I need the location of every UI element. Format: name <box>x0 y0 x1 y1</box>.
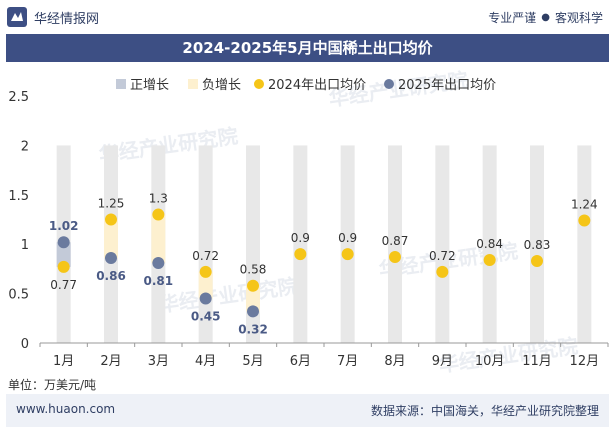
slogan: 专业严谨 ● 客观科学 <box>488 9 603 26</box>
y-tick-label: 0.5 <box>8 288 29 303</box>
point-2024 <box>436 265 449 278</box>
x-tick-label: 10月 <box>475 354 505 369</box>
data-label-2024: 0.77 <box>50 278 77 292</box>
slogan-left: 专业严谨 <box>488 11 537 25</box>
data-label-2024: 0.58 <box>240 263 267 277</box>
background-band <box>388 145 402 343</box>
x-tick-label: 3月 <box>148 354 169 369</box>
chart-title: 2024-2025年5月中国稀土出口均价 <box>6 34 609 62</box>
chart: 华经产业研究院华经产业研究院华经产业研究院华经产业研究院华经产业研究院正增长负增… <box>8 68 609 374</box>
point-2025 <box>57 236 70 249</box>
legend-label: 2025年出口均价 <box>398 78 496 93</box>
x-tick-label: 5月 <box>242 354 263 369</box>
legend-swatch <box>188 79 198 89</box>
background-band <box>435 145 450 343</box>
footer: www.huaon.com 数据来源：中国海关，华经产业研究院整理 <box>6 394 609 427</box>
huajing-logo-icon <box>7 7 27 27</box>
slogan-right: 客观科学 <box>554 11 603 25</box>
x-tick-label: 9月 <box>432 354 453 369</box>
point-2024 <box>294 248 307 261</box>
legend-swatch <box>254 79 264 89</box>
data-label-2024: 1.24 <box>571 197 598 211</box>
x-tick-label: 12月 <box>570 354 600 369</box>
background-band <box>577 145 592 343</box>
background-band <box>482 145 497 343</box>
legend-label: 负增长 <box>202 78 241 93</box>
slogan-dot-icon: ● <box>541 12 550 23</box>
y-tick-label: 1.5 <box>8 189 29 204</box>
legend-swatch <box>116 79 126 89</box>
data-label-2024: 0.9 <box>291 231 310 245</box>
x-tick-label: 8月 <box>384 354 405 369</box>
negative-growth-bar <box>246 285 260 312</box>
footer-site[interactable]: www.huaon.com <box>16 402 116 416</box>
point-2025 <box>152 256 165 269</box>
x-tick-label: 11月 <box>522 354 552 369</box>
y-tick-label: 2.5 <box>8 90 29 105</box>
point-2025 <box>199 292 212 305</box>
x-tick-label: 6月 <box>290 354 311 369</box>
background-band <box>340 145 355 343</box>
legend-label: 正增长 <box>130 78 169 93</box>
point-2025 <box>247 305 259 318</box>
data-label-2024: 0.72 <box>192 249 219 263</box>
data-label-2024: 0.87 <box>382 234 409 248</box>
negative-growth-bar <box>198 271 213 299</box>
data-label-2025: 1.02 <box>49 219 79 233</box>
x-tick-label: 1月 <box>53 354 74 369</box>
brand-name: 华经情报网 <box>34 11 100 27</box>
negative-growth-bar <box>104 219 118 259</box>
legend-label: 2024年出口均价 <box>268 78 366 93</box>
data-label-2024: 1.25 <box>98 197 125 211</box>
data-label-2025: 0.81 <box>144 274 174 288</box>
brand[interactable]: 华经情报网 <box>6 6 99 28</box>
point-2024 <box>531 254 543 267</box>
positive-growth-bar <box>56 242 71 267</box>
y-tick-label: 2 <box>21 139 29 154</box>
point-2024 <box>105 213 117 226</box>
data-label-2024: 1.3 <box>149 192 168 206</box>
watermark-text: 华经产业研究院 <box>437 334 579 374</box>
legend-swatch <box>384 79 394 89</box>
point-2024 <box>152 208 165 221</box>
background-band <box>293 145 308 343</box>
negative-growth-bar <box>151 214 166 263</box>
y-tick-label: 1 <box>21 238 29 253</box>
x-tick-label: 7月 <box>337 354 358 369</box>
x-tick-label: 2月 <box>100 354 121 369</box>
data-label-2025: 0.86 <box>96 269 126 283</box>
top-bar: 华经情报网 专业严谨 ● 客观科学 <box>0 0 615 34</box>
point-2024 <box>199 265 212 278</box>
watermark-text: 华经产业研究院 <box>97 124 239 167</box>
data-label-2024: 0.72 <box>429 249 456 263</box>
point-2025 <box>105 252 117 265</box>
x-tick-label: 4月 <box>195 354 216 369</box>
point-2024 <box>389 251 401 264</box>
footer-source: 数据来源：中国海关，华经产业研究院整理 <box>370 404 599 418</box>
point-2024 <box>247 279 259 292</box>
data-label-2024: 0.83 <box>524 238 551 252</box>
point-2024 <box>578 214 591 227</box>
data-label-2025: 0.45 <box>191 310 221 324</box>
y-tick-label: 0 <box>21 337 29 352</box>
background-band <box>530 145 544 343</box>
point-2024 <box>341 248 354 261</box>
data-label-2025: 0.32 <box>238 322 268 336</box>
data-label-2024: 0.9 <box>338 231 357 245</box>
point-2024 <box>483 254 496 267</box>
data-label-2024: 0.84 <box>476 237 503 251</box>
unit-label: 单位：万美元/吨 <box>8 378 97 392</box>
point-2024 <box>57 260 70 273</box>
watermark-text: 华经产业研究院 <box>157 274 299 317</box>
